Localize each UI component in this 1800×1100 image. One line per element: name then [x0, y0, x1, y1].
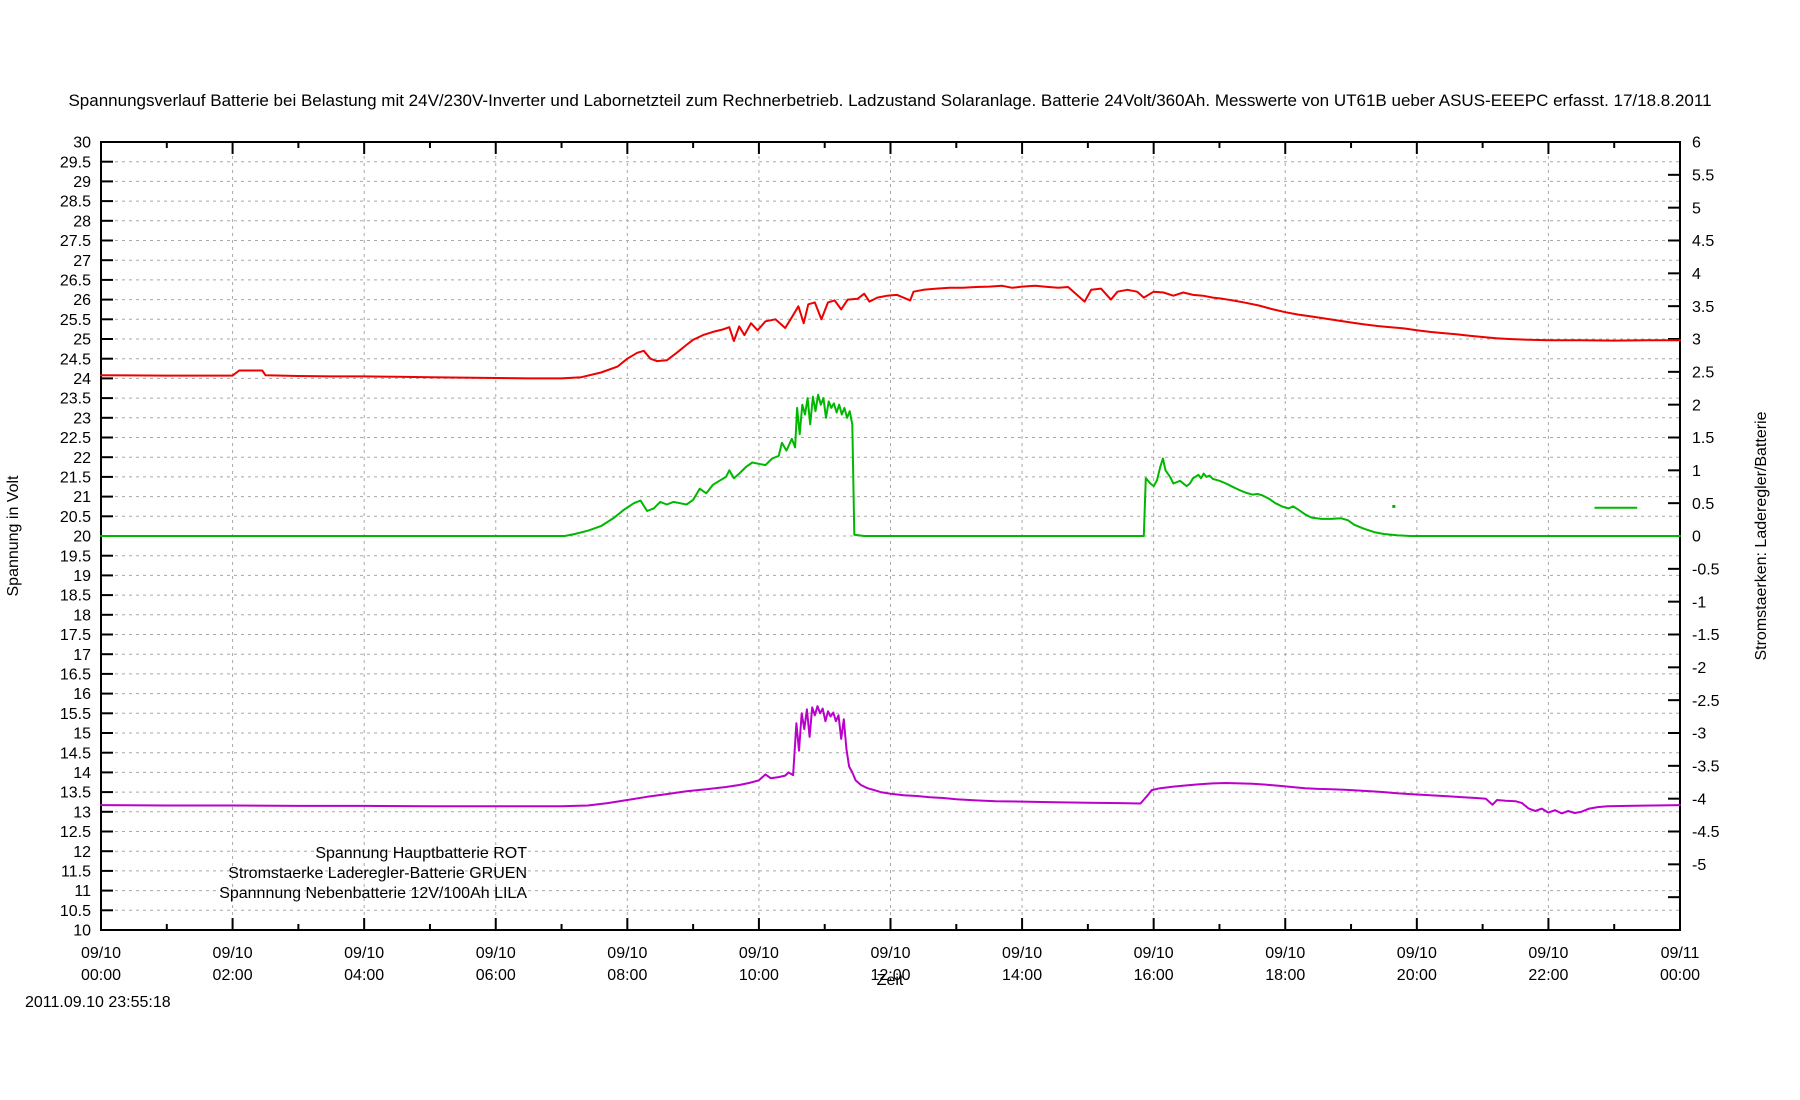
svg-text:26.5: 26.5	[60, 273, 91, 290]
svg-text:25: 25	[73, 332, 91, 349]
svg-text:1: 1	[1692, 463, 1701, 480]
svg-text:10.5: 10.5	[60, 903, 91, 920]
svg-text:09/10: 09/10	[870, 945, 910, 962]
svg-text:08:00: 08:00	[607, 967, 647, 984]
svg-text:24.5: 24.5	[60, 351, 91, 368]
svg-text:5: 5	[1692, 200, 1701, 217]
svg-text:11.5: 11.5	[61, 864, 91, 881]
svg-text:20:00: 20:00	[1397, 967, 1437, 984]
svg-text:6: 6	[1692, 135, 1701, 152]
legend-line-purple: Spannnung Nebenbatterie 12V/100Ah LILA	[219, 885, 527, 902]
svg-text:29: 29	[73, 174, 91, 191]
svg-text:18:00: 18:00	[1265, 967, 1305, 984]
svg-text:09/10: 09/10	[81, 945, 121, 962]
svg-text:4: 4	[1692, 266, 1701, 283]
svg-text:09/10: 09/10	[476, 945, 516, 962]
svg-text:06:00: 06:00	[476, 967, 516, 984]
svg-text:2.5: 2.5	[1692, 364, 1714, 381]
svg-text:-1: -1	[1692, 594, 1706, 611]
svg-text:09/11: 09/11	[1661, 945, 1700, 962]
svg-text:23: 23	[73, 410, 91, 427]
svg-text:14:00: 14:00	[1002, 967, 1042, 984]
svg-text:20: 20	[73, 529, 91, 546]
svg-text:09/10: 09/10	[1002, 945, 1042, 962]
chart-title: Spannungsverlauf Batterie bei Belastung …	[68, 91, 1712, 110]
svg-text:-1.5: -1.5	[1692, 627, 1720, 644]
svg-text:09/10: 09/10	[1397, 945, 1437, 962]
svg-text:29.5: 29.5	[60, 154, 91, 171]
svg-text:-4: -4	[1692, 791, 1706, 808]
svg-text:15.5: 15.5	[60, 706, 91, 723]
svg-text:04:00: 04:00	[344, 967, 384, 984]
x-axis-label: Zeit	[876, 972, 904, 989]
svg-text:27: 27	[73, 253, 91, 270]
svg-text:02:00: 02:00	[213, 967, 253, 984]
svg-text:10: 10	[73, 923, 91, 940]
svg-text:27.5: 27.5	[60, 233, 91, 250]
legend-line-green: Stromstaerke Laderegler-Batterie GRUEN	[228, 865, 527, 882]
svg-text:-0.5: -0.5	[1692, 561, 1720, 578]
svg-text:09/10: 09/10	[344, 945, 384, 962]
svg-text:10:00: 10:00	[739, 967, 779, 984]
svg-text:2: 2	[1692, 397, 1701, 414]
svg-text:14.5: 14.5	[60, 745, 91, 762]
svg-text:09/10: 09/10	[1528, 945, 1568, 962]
svg-text:17: 17	[73, 647, 91, 664]
svg-text:0: 0	[1692, 529, 1701, 546]
svg-text:21.5: 21.5	[60, 470, 91, 487]
svg-text:16:00: 16:00	[1134, 967, 1174, 984]
svg-text:-2: -2	[1692, 660, 1706, 677]
svg-text:09/10: 09/10	[739, 945, 779, 962]
svg-text:22: 22	[73, 450, 91, 467]
svg-text:16.5: 16.5	[60, 667, 91, 684]
svg-text:25.5: 25.5	[60, 312, 91, 329]
svg-text:12.5: 12.5	[60, 824, 91, 841]
svg-text:-2.5: -2.5	[1692, 693, 1720, 710]
svg-text:5.5: 5.5	[1692, 167, 1714, 184]
svg-text:09/10: 09/10	[607, 945, 647, 962]
svg-text:14: 14	[73, 765, 91, 782]
svg-text:-3: -3	[1692, 726, 1706, 743]
svg-text:09/10: 09/10	[1134, 945, 1174, 962]
svg-text:18: 18	[73, 607, 91, 624]
svg-text:30: 30	[73, 135, 91, 152]
svg-text:12: 12	[73, 844, 91, 861]
svg-text:1.5: 1.5	[1692, 430, 1714, 447]
svg-text:16: 16	[73, 686, 91, 703]
svg-text:-4.5: -4.5	[1692, 824, 1720, 841]
svg-text:3: 3	[1692, 332, 1701, 349]
legend: Spannung Hauptbatterie ROT Stromstaerke …	[127, 844, 527, 904]
svg-text:20.5: 20.5	[60, 509, 91, 526]
svg-text:21: 21	[73, 489, 91, 506]
svg-text:13.5: 13.5	[60, 785, 91, 802]
svg-text:12:00: 12:00	[870, 967, 910, 984]
legend-line-red: Spannung Hauptbatterie ROT	[315, 845, 527, 862]
svg-text:00:00: 00:00	[81, 967, 121, 984]
svg-text:18.5: 18.5	[60, 588, 91, 605]
svg-text:22:00: 22:00	[1528, 967, 1568, 984]
svg-text:17.5: 17.5	[60, 627, 91, 644]
svg-text:28.5: 28.5	[60, 194, 91, 211]
svg-text:26: 26	[73, 292, 91, 309]
svg-text:-3.5: -3.5	[1692, 758, 1720, 775]
svg-text:00:00: 00:00	[1660, 967, 1700, 984]
svg-text:-5: -5	[1692, 857, 1706, 874]
svg-text:23.5: 23.5	[60, 391, 91, 408]
svg-text:15: 15	[73, 726, 91, 743]
svg-text:09/10: 09/10	[1265, 945, 1305, 962]
svg-text:28: 28	[73, 213, 91, 230]
svg-text:19: 19	[73, 568, 91, 585]
svg-text:11: 11	[74, 883, 91, 900]
svg-text:22.5: 22.5	[60, 430, 91, 447]
plot-timestamp: 2011.09.10 23:55:18	[25, 994, 171, 1011]
svg-text:24: 24	[73, 371, 91, 388]
svg-text:09/10: 09/10	[213, 945, 253, 962]
svg-text:13: 13	[73, 804, 91, 821]
svg-text:4.5: 4.5	[1692, 233, 1714, 250]
svg-text:19.5: 19.5	[60, 548, 91, 565]
svg-text:0.5: 0.5	[1692, 496, 1714, 513]
svg-text:3.5: 3.5	[1692, 299, 1714, 316]
